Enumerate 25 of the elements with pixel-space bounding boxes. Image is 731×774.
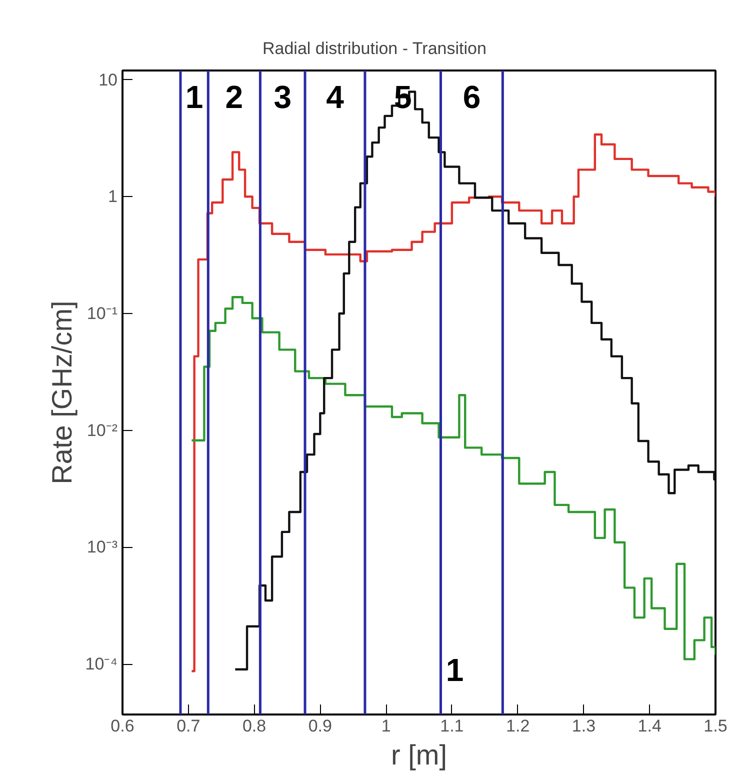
- x-tick-label: 1: [381, 716, 391, 736]
- y-tick-label: 10⁻¹: [86, 304, 118, 323]
- y-tick-label: 10: [98, 70, 118, 90]
- annotation: 1: [185, 79, 204, 115]
- annotation: 3: [274, 79, 292, 115]
- chart-title: Radial distribution - Transition: [262, 39, 486, 58]
- x-tick-label: 1.5: [704, 716, 728, 736]
- x-tick-label: 0.6: [110, 716, 134, 736]
- annotation: 1: [446, 652, 464, 688]
- y-tick-label: 10⁻²: [86, 420, 118, 440]
- x-tick-label: 1.2: [506, 716, 530, 736]
- y-axis-title: Rate [GHz/cm]: [46, 300, 78, 484]
- x-axis-title: r [m]: [391, 740, 448, 770]
- y-tick-label: 10⁻⁴: [85, 654, 118, 674]
- y-tick-label: 10⁻³: [86, 538, 118, 557]
- annotation: 2: [225, 79, 244, 115]
- annotation: 4: [326, 79, 344, 115]
- x-tick-label: 0.7: [176, 716, 200, 736]
- x-tick-label: 1.4: [638, 716, 662, 736]
- x-tick-label: 1.3: [572, 716, 596, 736]
- x-tick-label: 1.1: [440, 716, 464, 736]
- y-tick-label: 1: [108, 187, 118, 206]
- x-tick-label: 0.8: [242, 716, 266, 736]
- x-tick-label: 0.9: [308, 716, 332, 736]
- annotation: 6: [462, 79, 481, 115]
